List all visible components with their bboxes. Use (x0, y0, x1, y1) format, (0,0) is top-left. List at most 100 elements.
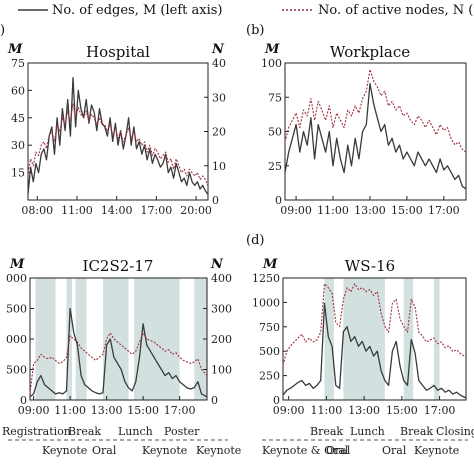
shaded-region (75, 278, 87, 400)
y-tick-label: 30 (11, 139, 25, 152)
y2-tick-label: 300 (211, 303, 232, 316)
x-tick-label: 17:00 (164, 404, 196, 417)
y-tick-label: 100 (261, 57, 282, 70)
x-tick-label: 14:00 (101, 204, 133, 217)
x-tick-label: 13:00 (91, 404, 123, 417)
x-tick-label: 13:00 (348, 404, 380, 417)
panel-label-a: ) (0, 23, 5, 38)
y-tick-label: 500 (6, 364, 27, 377)
y-tick-label: 75 (268, 91, 282, 104)
session-label: Oral (326, 444, 351, 457)
y-axis-label: M (9, 257, 25, 272)
session-label: Poster (164, 425, 200, 438)
y-tick-label: 750 (259, 321, 280, 334)
y-axis-label: M (262, 257, 278, 272)
y2-tick-label: 30 (212, 91, 226, 104)
y-tick-label: 60 (11, 84, 25, 97)
session-label: Keynote (142, 444, 187, 457)
series-line-edges (29, 307, 208, 398)
x-tick-label: 15:00 (386, 404, 418, 417)
session-label: Break (310, 425, 343, 438)
shaded-region (433, 278, 440, 400)
x-tick-label: 15:00 (391, 204, 423, 217)
series-line-edges (27, 76, 209, 195)
x-tick-label: 11:00 (317, 204, 349, 217)
y2-tick-label: 0 (211, 394, 218, 407)
x-tick-label: 11:00 (61, 204, 93, 217)
chart-title: WS-16 (345, 257, 395, 275)
series-line-active-nodes (284, 68, 467, 153)
y-tick-label: 500 (6, 303, 27, 316)
session-label: Registration (2, 425, 71, 438)
session-label: Lunch (350, 425, 385, 438)
y2-tick-label: 40 (212, 57, 226, 70)
x-tick-label: 08:00 (21, 204, 53, 217)
y-tick-label: 500 (259, 345, 280, 358)
chart-title: Hospital (86, 43, 150, 61)
y2-tick-label: 20 (212, 126, 226, 139)
series-line-edges (282, 302, 467, 399)
panel-label-d: (d) (246, 233, 264, 248)
panel-workplace: Workplace M 0 25 50 75 100 09:00 11:00 13:00 15:00… (261, 42, 467, 217)
session-label: Lunch (118, 425, 153, 438)
session-label: Oral (382, 444, 407, 457)
y2-axis-label: N (210, 257, 224, 272)
y-tick-label: 000 (6, 333, 27, 346)
y-tick-label: 50 (268, 126, 282, 139)
sessions-ic2s2-17: Registration Break Lunch Poster Keynote … (2, 425, 241, 457)
y-tick-label: 0 (20, 394, 27, 407)
y-tick-label: 000 (6, 272, 27, 285)
x-tick-label: 17:00 (141, 204, 173, 217)
x-tick-label: 17:00 (428, 204, 460, 217)
session-label: Keynote & Oral (262, 444, 349, 457)
y2-tick-label: 400 (211, 272, 232, 285)
x-tick-label: 13:00 (354, 204, 386, 217)
y-tick-label: 25 (268, 160, 282, 173)
y-tick-label: 1250 (252, 272, 280, 285)
x-tick-label: 09:00 (280, 204, 312, 217)
chart-title: IC2S2-17 (83, 257, 154, 275)
y-tick-label: 45 (11, 112, 25, 125)
y2-tick-label: 200 (211, 333, 232, 346)
series-line-edges (284, 82, 467, 190)
y-tick-label: 75 (11, 57, 25, 70)
x-tick-label: 11:00 (54, 404, 86, 417)
y2-tick-label: 0 (212, 194, 219, 207)
y2-tick-label: 10 (212, 160, 226, 173)
panel-ws-16: WS-16 M 0 250 500 750 1000 1250 09:00 11:00 13:00 1… (252, 257, 467, 417)
y-tick-label: 250 (259, 370, 280, 383)
panel-label-b: (b) (246, 23, 264, 38)
y-axis-label: M (264, 42, 280, 57)
y-tick-label: 15 (11, 167, 25, 180)
x-tick-label: 17:00 (424, 404, 456, 417)
sessions-ws-16: Break Lunch Break Closing Keynote & Oral… (262, 425, 474, 457)
x-tick-label: 09:00 (18, 404, 50, 417)
y2-tick-label: 100 (211, 364, 232, 377)
y-tick-label: 0 (273, 394, 280, 407)
x-tick-label: 20:00 (180, 204, 212, 217)
x-tick-label: 11:00 (311, 404, 343, 417)
session-label: Break (400, 425, 433, 438)
series-line-active-nodes (27, 103, 209, 187)
y2-axis-label: N (211, 42, 225, 57)
legend-nodes-label: No. of active nodes, N (right axis) (318, 3, 474, 18)
x-tick-label: 15:00 (127, 404, 159, 417)
plot-frame (282, 277, 467, 401)
x-tick-label: 09:00 (273, 404, 305, 417)
panel-ic2s2-17: IC2S2-17M N0500000500000010020030040009:0… (6, 257, 232, 417)
session-label: Oral (92, 444, 117, 457)
panel-hospital: Hospital M N 15 30 45 60 75 0 10 20 30 40 08:00 11:00 1… (7, 42, 226, 217)
series-line-active-nodes (29, 332, 208, 394)
chart-title: Workplace (330, 43, 410, 61)
y-tick-label: 0 (275, 194, 282, 207)
session-label: Closing (436, 425, 474, 438)
y-axis-label: M (7, 42, 23, 57)
session-label: Keynote (42, 444, 87, 457)
shaded-region (35, 278, 56, 400)
series-line-active-nodes (282, 283, 467, 366)
legend-edges-label: No. of edges, M (left axis) (52, 3, 223, 18)
y-tick-label: 1000 (252, 296, 280, 309)
shaded-region (403, 278, 414, 400)
legend: No. of edges, M (left axis) No. of activ… (18, 3, 474, 18)
